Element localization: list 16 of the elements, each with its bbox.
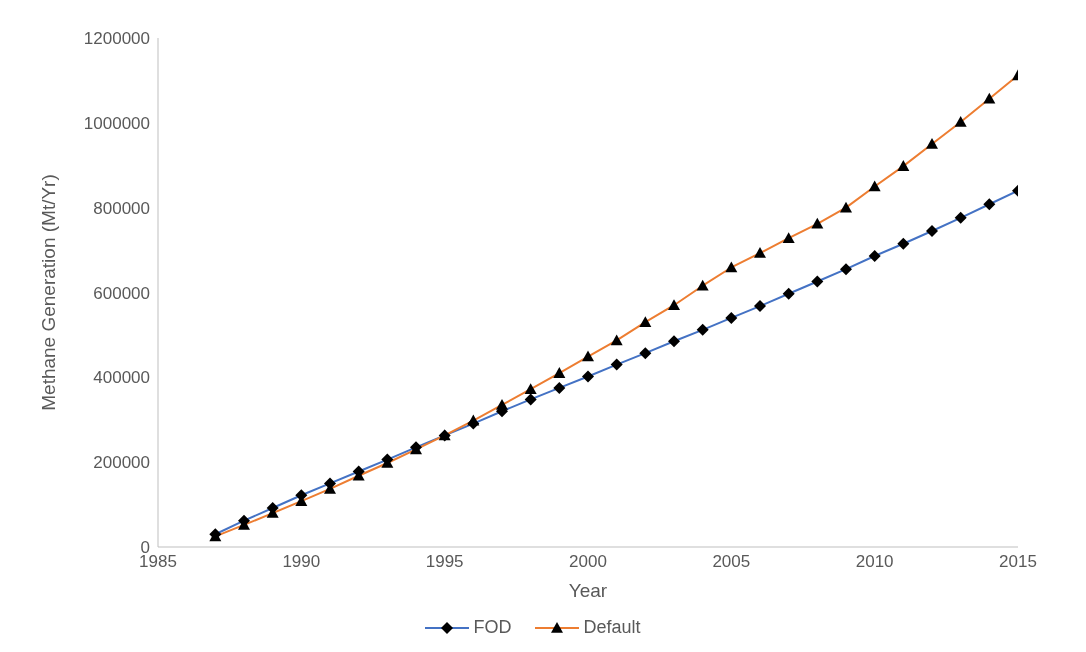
y-tick-label: 800000 <box>93 198 150 218</box>
legend-label: FOD <box>473 617 512 638</box>
y-tick-label: 400000 <box>93 368 150 388</box>
x-tick-label: 1990 <box>282 552 321 572</box>
x-axis-title: Year <box>568 580 608 601</box>
x-tick-label: 2005 <box>712 552 751 572</box>
y-tick-label: 1200000 <box>83 29 150 49</box>
x-tick-label: 1995 <box>425 552 464 572</box>
legend-label: Default <box>583 617 641 638</box>
x-tick-label: 2000 <box>569 552 607 572</box>
y-tick-label: 200000 <box>93 453 150 473</box>
y-tick-label: 600000 <box>93 283 150 303</box>
x-tick-label: 2015 <box>999 552 1037 572</box>
y-axis-title: Methane Generation (Mt/Yr) <box>37 174 59 411</box>
y-tick-label: 1000000 <box>83 113 150 133</box>
x-tick-label: 2010 <box>855 552 894 572</box>
